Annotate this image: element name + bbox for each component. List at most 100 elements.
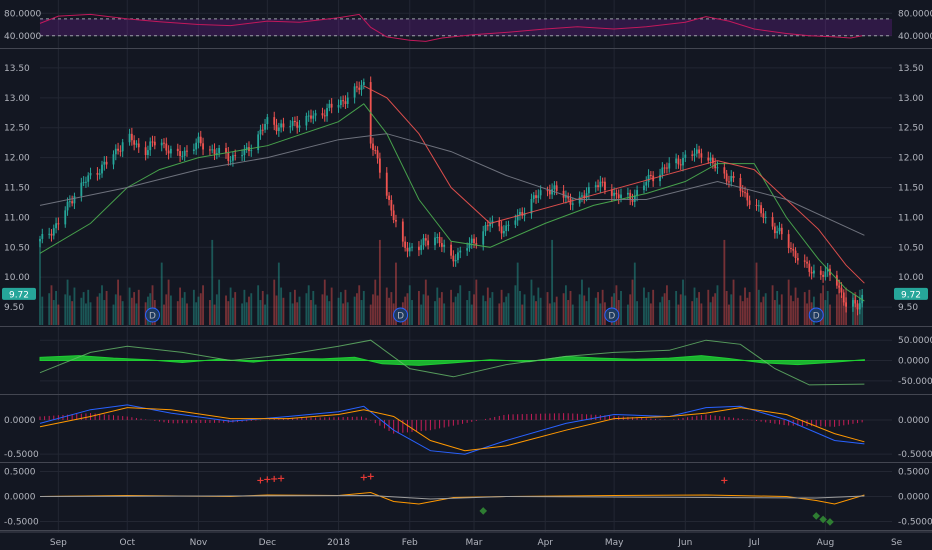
candle-body bbox=[181, 155, 184, 157]
candle-body bbox=[486, 225, 489, 227]
candle-body bbox=[806, 261, 808, 264]
candle-body bbox=[312, 115, 315, 119]
volume-bar bbox=[842, 301, 845, 325]
volume-bar bbox=[567, 300, 570, 325]
volume-bar bbox=[473, 294, 475, 325]
time-axis[interactable]: Sep Oct Nov Dec 2018 Feb Mar Apr May Jun Jul Aug Se bbox=[50, 538, 903, 548]
time-axis-label: Oct bbox=[119, 538, 135, 548]
candle-body bbox=[282, 123, 285, 128]
candle-body bbox=[314, 113, 317, 116]
volume-bar bbox=[229, 287, 232, 325]
price-y-axis[interactable]: 13.50 13.50 13.00 13.00 12.50 12.50 12.00 12.00… bbox=[4, 64, 924, 313]
volume-bar bbox=[498, 303, 501, 325]
volume-bar bbox=[202, 285, 204, 325]
candle-body bbox=[808, 263, 811, 272]
volume-bar bbox=[491, 292, 494, 325]
volume-bar bbox=[838, 279, 841, 325]
candle-body bbox=[57, 223, 60, 225]
dividend-marker-circle[interactable] bbox=[604, 307, 620, 323]
candle-body bbox=[388, 195, 390, 200]
time-axis-label: Nov bbox=[190, 538, 208, 548]
dividend-marker[interactable]: D bbox=[145, 307, 161, 323]
volume-bar bbox=[502, 302, 505, 325]
volume-bar bbox=[698, 292, 701, 325]
rsi-y-tick-label-left: 80.0000 bbox=[4, 9, 41, 19]
volume-bar bbox=[169, 295, 172, 325]
candle-body bbox=[679, 164, 682, 166]
momentum-y-tick-label-left: 0.5000 bbox=[4, 468, 36, 478]
volume-bar bbox=[385, 287, 388, 325]
price-y-tick-label-right: 13.50 bbox=[898, 64, 924, 74]
dividend-marker-circle[interactable] bbox=[145, 307, 161, 323]
candle-body bbox=[631, 199, 634, 202]
candle-body bbox=[826, 268, 829, 272]
candle-body bbox=[457, 252, 459, 261]
macd-y-axis[interactable]: 0.0000 0.0000 -0.5000 -0.5000 bbox=[4, 416, 932, 460]
momentum-y-tick-label-left: 0.0000 bbox=[4, 493, 36, 503]
candle-body bbox=[771, 217, 774, 227]
rsi-y-axis[interactable]: 80.0000 80.0000 40.0000 40.0000 bbox=[4, 9, 932, 42]
rsi-band-fill bbox=[40, 18, 892, 36]
volume-bar bbox=[677, 304, 680, 325]
dividend-marker[interactable]: D bbox=[604, 307, 620, 323]
volume-bar bbox=[732, 279, 735, 325]
signal-marker: ◆ bbox=[819, 514, 827, 525]
volume-bar bbox=[52, 300, 55, 325]
candle-body bbox=[64, 210, 67, 225]
candle-body bbox=[163, 142, 165, 144]
volume-bar bbox=[323, 279, 326, 325]
signal-marker: ◆ bbox=[812, 511, 820, 522]
oscillator-y-axis[interactable]: 50.0000 0.0000 -50.0000 bbox=[898, 336, 932, 387]
candle-body bbox=[165, 143, 168, 151]
candle-body bbox=[241, 155, 244, 157]
candle-body bbox=[424, 238, 427, 241]
momentum-y-axis[interactable]: 0.5000 0.5000 0.0000 0.0000 -0.5000 -0.5000 bbox=[4, 468, 932, 528]
dividend-marker[interactable]: D bbox=[808, 307, 824, 323]
candle-body bbox=[489, 223, 492, 227]
candle-body bbox=[482, 231, 485, 245]
candle-body bbox=[773, 226, 776, 234]
volume-bar bbox=[390, 292, 393, 325]
momentum-y-tick-label-right: -0.5000 bbox=[898, 518, 932, 528]
volume-bar bbox=[257, 285, 260, 325]
volume-bar bbox=[420, 304, 423, 325]
volume-bar bbox=[599, 303, 602, 325]
candle-body bbox=[420, 245, 423, 251]
candle-body bbox=[392, 210, 395, 221]
candle-body bbox=[716, 167, 719, 169]
candle-body bbox=[147, 150, 149, 155]
candle-body bbox=[854, 300, 857, 304]
volume-bar bbox=[796, 297, 799, 325]
volume-bar bbox=[103, 300, 106, 325]
volume-bar bbox=[82, 292, 85, 325]
candle-body bbox=[395, 220, 397, 222]
volume-bar bbox=[764, 293, 767, 325]
dividend-marker[interactable]: D bbox=[393, 307, 409, 323]
volume-bar bbox=[183, 292, 186, 325]
candle-body bbox=[755, 204, 758, 206]
volume-bar bbox=[684, 295, 687, 325]
volume-bar bbox=[225, 295, 227, 325]
dividend-marker-circle[interactable] bbox=[808, 307, 824, 323]
candle-body bbox=[422, 238, 425, 246]
volume-bar bbox=[500, 289, 503, 325]
candle-body bbox=[307, 115, 310, 117]
candle-body bbox=[707, 157, 710, 161]
candle-body bbox=[693, 153, 696, 156]
volume-bar bbox=[440, 292, 443, 325]
candle-body bbox=[728, 181, 730, 183]
volume-bar bbox=[358, 285, 361, 325]
volume-bar bbox=[452, 302, 455, 325]
candle-body bbox=[613, 192, 616, 196]
candle-body bbox=[66, 201, 69, 211]
signal-marker: + bbox=[256, 476, 264, 487]
candle-body bbox=[633, 195, 636, 202]
last-price-badge-left: 9.72 bbox=[2, 287, 36, 300]
candle-body bbox=[842, 292, 845, 303]
candle-body bbox=[553, 185, 556, 190]
candle-body bbox=[227, 152, 230, 161]
volume-bar bbox=[388, 297, 390, 325]
price-y-tick-label-left: 9.50 bbox=[4, 303, 24, 313]
dividend-marker-circle[interactable] bbox=[393, 307, 409, 323]
